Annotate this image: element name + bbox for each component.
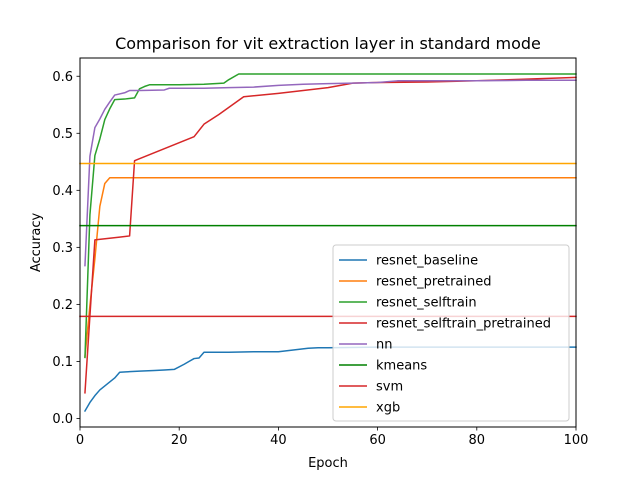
x-tick-label: 40 — [270, 433, 287, 448]
series-line-resnet-selftrain — [84, 73, 577, 359]
legend-label-svm: svm — [376, 380, 403, 395]
legend-label-nn: nn — [376, 338, 392, 353]
legend-label-xgb: xgb — [376, 401, 400, 416]
x-axis-label: Epoch — [308, 456, 348, 471]
y-tick-label: 0.0 — [52, 412, 73, 427]
legend-label-resnet-baseline: resnet_baseline — [376, 254, 478, 269]
x-tick-label: 60 — [369, 433, 386, 448]
y-tick-label: 0.2 — [52, 298, 73, 313]
y-tick-label: 0.5 — [52, 127, 73, 142]
x-axis: 0 20 40 60 80 100 — [76, 427, 589, 448]
legend: resnet_baseline resnet_pretrained resnet_s… — [332, 244, 570, 422]
y-tick-label: 0.4 — [52, 184, 73, 199]
series-line-nn — [84, 79, 577, 267]
y-tick-label: 0.1 — [52, 355, 73, 370]
axes-frame — [79, 57, 577, 428]
x-tick-label: 80 — [469, 433, 486, 448]
y-tick-label: 0.3 — [52, 241, 73, 256]
series-line-resnet-baseline — [83, 346, 577, 413]
legend-label-resnet-selftrain-pretrained: resnet_selftrain_pretrained — [376, 317, 551, 332]
y-axis: 0.0 0.1 0.2 0.3 0.4 0.5 0.6 — [52, 70, 80, 427]
legend-box — [332, 244, 570, 422]
x-tick-label: 0 — [76, 433, 84, 448]
chart-title: Comparison for vit extraction layer in s… — [115, 34, 541, 53]
series-line-resnet-selftrain-pretrained — [84, 76, 577, 394]
y-axis-label: Accuracy — [29, 213, 44, 273]
x-tick-label: 20 — [171, 433, 188, 448]
legend-label-kmeans: kmeans — [376, 359, 427, 374]
legend-label-resnet-pretrained: resnet_pretrained — [376, 275, 491, 290]
x-tick-label: 100 — [564, 433, 589, 448]
legend-label-resnet-selftrain: resnet_selftrain — [376, 296, 477, 311]
y-tick-label: 0.6 — [52, 70, 73, 85]
